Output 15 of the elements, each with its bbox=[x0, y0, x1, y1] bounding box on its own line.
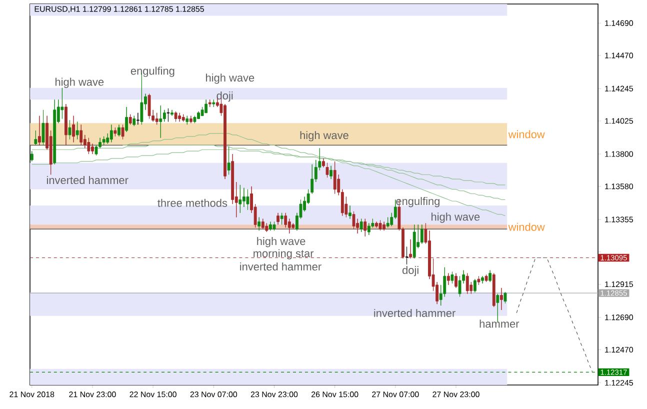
annotation: doji bbox=[402, 266, 418, 276]
annotation: high wave bbox=[56, 78, 104, 88]
annotation: high wave bbox=[432, 212, 480, 223]
annotation: engulfing bbox=[130, 66, 174, 77]
annotation: inverted hammer bbox=[240, 262, 322, 271]
band-label: window bbox=[508, 222, 545, 231]
annotation: hammer bbox=[480, 320, 520, 328]
annotation: high wave bbox=[257, 237, 306, 248]
annotation: morning star bbox=[254, 249, 314, 260]
annotation: three methods bbox=[158, 198, 228, 207]
annotation: inverted hammer bbox=[46, 176, 128, 184]
band-label: window bbox=[508, 130, 545, 138]
annotation: high wave bbox=[300, 131, 348, 142]
annotation: high wave bbox=[206, 74, 254, 84]
annotation: inverted hammer bbox=[374, 308, 456, 318]
